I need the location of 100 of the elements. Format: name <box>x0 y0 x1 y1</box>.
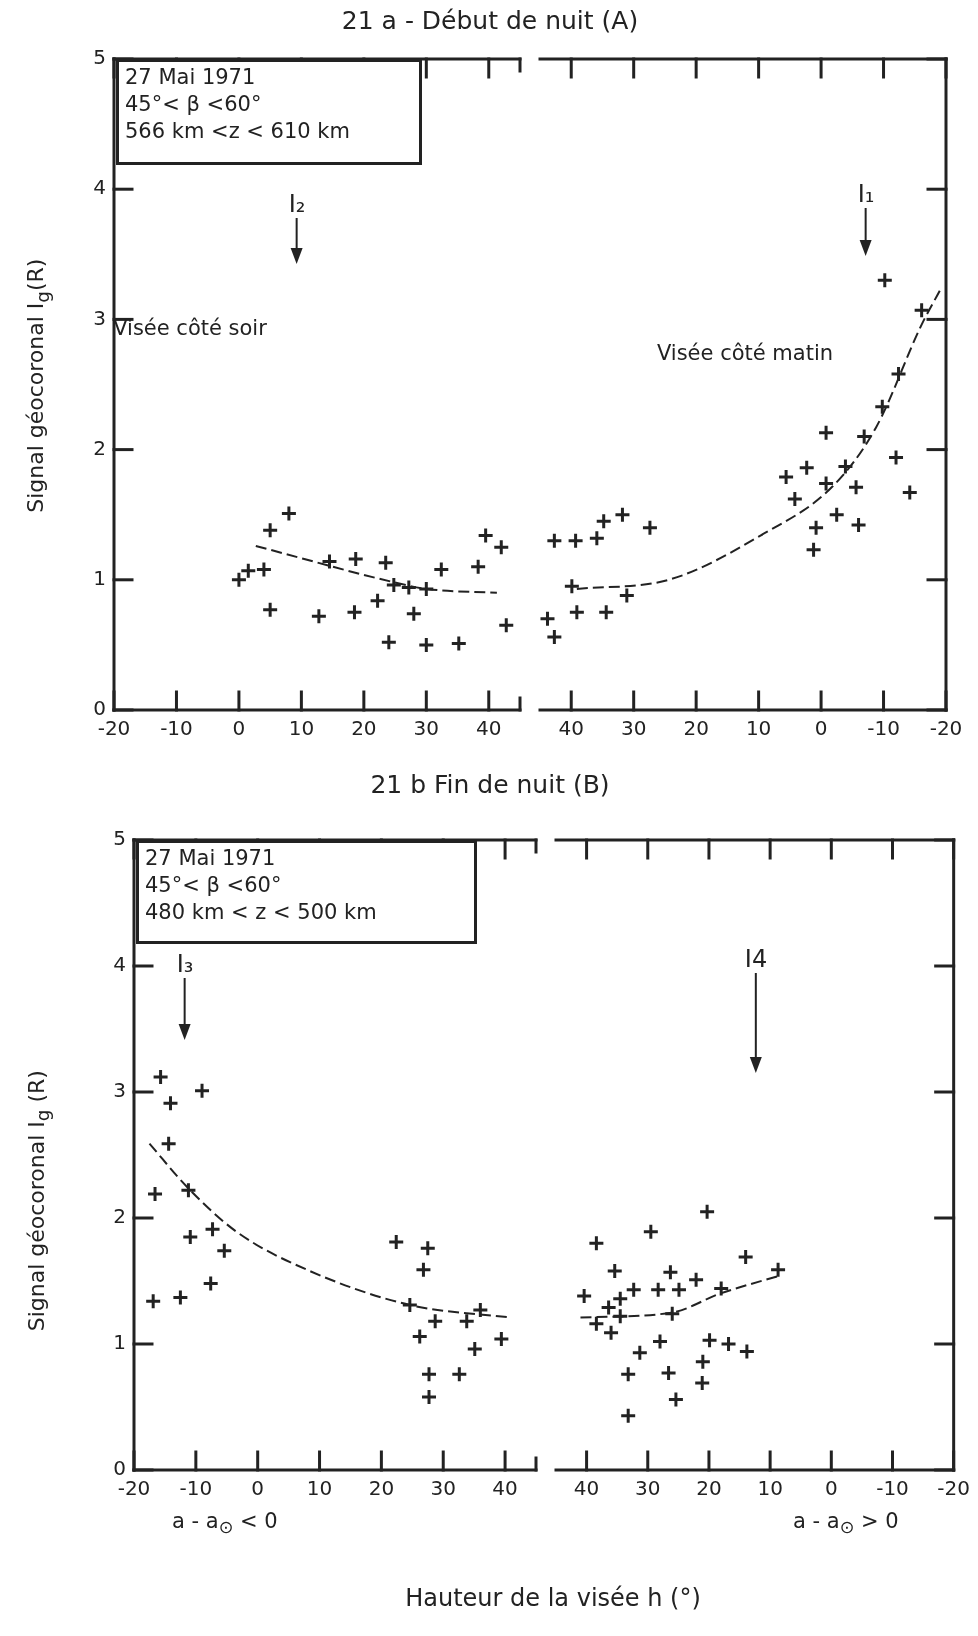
text-frame: 27 Mai 1971 45°< β <60° 480 km < z < 500 km <box>136 840 477 944</box>
point <box>426 1312 444 1330</box>
point <box>161 1094 179 1112</box>
point <box>737 1248 755 1266</box>
point <box>575 1287 593 1305</box>
point <box>847 478 865 496</box>
point <box>230 571 248 589</box>
point <box>587 1234 605 1252</box>
point <box>836 458 854 476</box>
point <box>712 1280 730 1298</box>
point <box>876 271 894 289</box>
point <box>687 1271 705 1289</box>
x-tick-label: 0 <box>232 716 246 741</box>
y-tick-label: 5 <box>113 826 126 851</box>
point <box>694 1353 712 1371</box>
x-tick-label: 0 <box>824 1476 838 1501</box>
point <box>828 506 846 524</box>
point <box>255 560 273 578</box>
point <box>369 592 387 610</box>
point <box>618 586 636 604</box>
point <box>693 1374 711 1392</box>
point <box>497 616 515 634</box>
point <box>606 1262 624 1280</box>
x-tick-label: -10 <box>160 716 193 741</box>
y-tick-label: 1 <box>113 1330 126 1355</box>
point <box>887 448 905 466</box>
x-tick-label: 10 <box>306 1476 333 1501</box>
x-tick-label: 10 <box>745 716 772 741</box>
point <box>890 365 908 383</box>
point <box>777 468 795 486</box>
point <box>152 1068 170 1086</box>
x-tick-label: 40 <box>558 716 584 741</box>
point <box>913 301 931 319</box>
point <box>477 527 495 545</box>
point <box>619 1365 637 1383</box>
point <box>568 603 586 621</box>
point <box>613 506 631 524</box>
point <box>414 1261 432 1279</box>
point <box>401 1296 419 1314</box>
text: a - a$_{⊙}$ < 0 <box>172 1508 278 1540</box>
x-tick-label: 40 <box>476 716 502 741</box>
point <box>817 474 835 492</box>
point <box>204 1220 222 1238</box>
point <box>385 576 403 594</box>
annotation: I₁ <box>857 180 875 208</box>
point <box>380 633 398 651</box>
point <box>588 529 606 547</box>
annotation: 27 Mai 1971 <box>145 845 277 872</box>
x-axis-title: Hauteur de la visée h (°) <box>405 1584 701 1612</box>
x-tick-label: 20 <box>696 1476 722 1501</box>
point <box>611 1290 629 1308</box>
point <box>492 1330 510 1348</box>
point <box>720 1335 738 1353</box>
point <box>215 1242 233 1260</box>
x-tick-label: 30 <box>413 716 440 741</box>
point <box>786 490 804 508</box>
point <box>597 603 615 621</box>
chart-title: 21 b Fin de nuit (B) <box>370 770 610 799</box>
x-tick-label: 0 <box>814 716 828 741</box>
point <box>239 562 257 580</box>
x-tick-label: 20 <box>351 716 377 741</box>
y-tick-label: 3 <box>113 1078 126 1103</box>
x-tick-label: -10 <box>867 716 900 741</box>
point <box>850 516 868 534</box>
point <box>160 1135 178 1153</box>
x-tick-label: 10 <box>288 716 315 741</box>
annotation: 480 km < z < 500 km <box>145 899 378 926</box>
x-tick-label: 30 <box>635 1476 661 1501</box>
point <box>807 519 825 537</box>
point <box>144 1292 162 1310</box>
annotation: 45°< β <60° <box>125 91 263 118</box>
x-tick-label: -20 <box>929 716 963 741</box>
point <box>698 1203 716 1221</box>
point <box>345 603 363 621</box>
point <box>417 636 435 654</box>
point <box>625 1281 643 1299</box>
point <box>400 579 418 597</box>
point <box>347 550 365 568</box>
point <box>651 1332 669 1350</box>
point <box>798 459 816 477</box>
chart-title: 21 a - Début de nuit (A) <box>341 6 639 35</box>
point <box>202 1275 220 1293</box>
y-tick-label: 2 <box>113 1204 126 1229</box>
x-tick-label: -10 <box>179 1476 213 1501</box>
y-tick-label: 1 <box>93 566 106 590</box>
point <box>738 1343 756 1361</box>
point <box>492 538 510 556</box>
annotation: I₂ <box>288 190 306 218</box>
point <box>642 1223 660 1241</box>
point <box>545 628 563 646</box>
point <box>817 424 835 442</box>
point <box>641 519 659 537</box>
y-tick-label: 4 <box>93 175 106 200</box>
point <box>587 1315 605 1333</box>
point <box>540 610 556 628</box>
point <box>171 1288 189 1306</box>
y-tick-label: 5 <box>93 45 106 70</box>
text: a - a$_{⊙}$ > 0 <box>793 1508 899 1540</box>
point <box>261 601 279 619</box>
annotation: 566 km <z < 610 km <box>125 118 351 145</box>
